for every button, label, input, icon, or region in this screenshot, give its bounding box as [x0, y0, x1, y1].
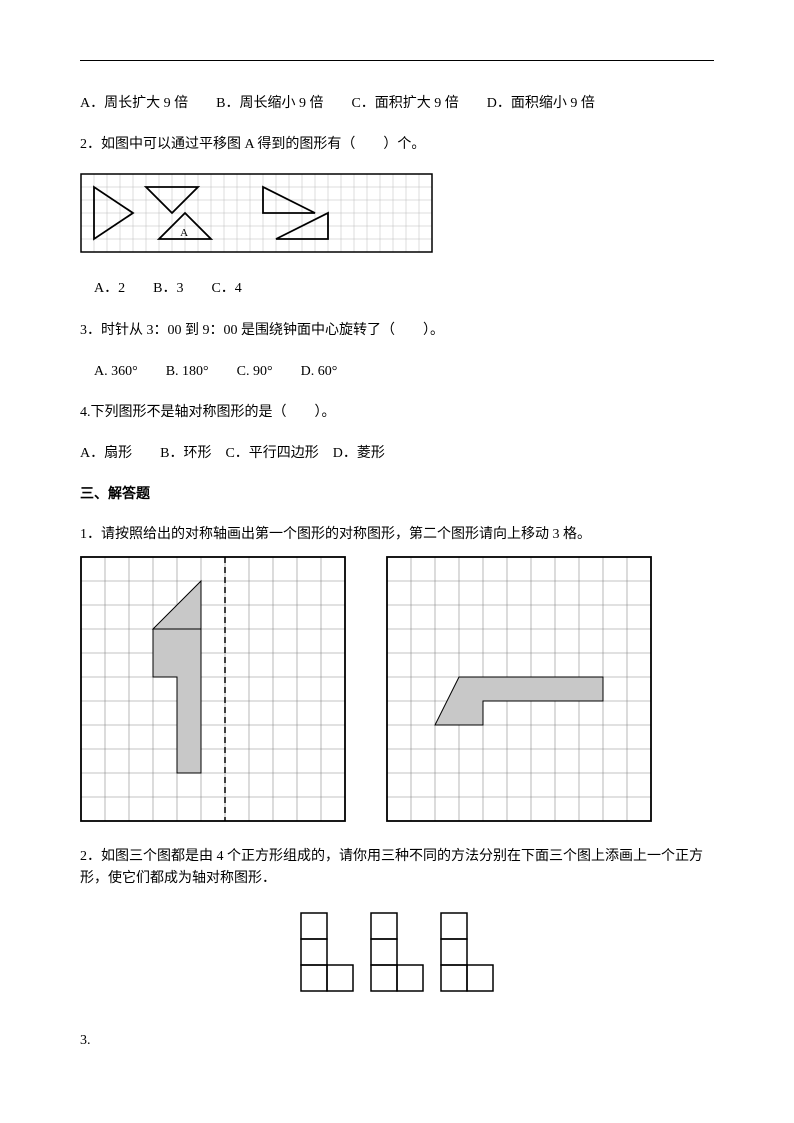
q1-options: A．周长扩大 9 倍 B．周长缩小 9 倍 C．面积扩大 9 倍 D．面积缩小 …	[80, 91, 714, 116]
top-rule	[80, 60, 714, 61]
s3-q2-figure	[80, 911, 714, 998]
s3-q1: 1．请按照给出的对称轴画出第一个图形的对称图形，第二个图形请向上移动 3 格。	[80, 524, 714, 546]
q3-options: A. 360° B. 180° C. 90° D. 60°	[80, 359, 714, 384]
q4-options: A．扇形 B．环形 C．平行四边形 D．菱形	[80, 441, 714, 466]
section3-title: 三、解答题	[80, 482, 714, 507]
s3-q2: 2．如图三个图都是由 4 个正方形组成的，请你用三种不同的方法分别在下面三个图上…	[80, 846, 714, 891]
q2-text: 2．如图中可以通过平移图 A 得到的图形有（ ）个。	[80, 132, 714, 157]
svg-text:A: A	[180, 227, 188, 239]
q4-text: 4.下列图形不是轴对称图形的是（ ）。	[80, 400, 714, 425]
s3-q3: 3.	[80, 1028, 714, 1053]
q3-text: 3．时针从 3：00 到 9：00 是围绕钟面中心旋转了（ ）。	[80, 318, 714, 343]
q2-figure: A	[80, 173, 714, 258]
s3-q1-figures	[80, 556, 714, 822]
q2-options: A．2 B．3 C．4	[80, 276, 714, 301]
